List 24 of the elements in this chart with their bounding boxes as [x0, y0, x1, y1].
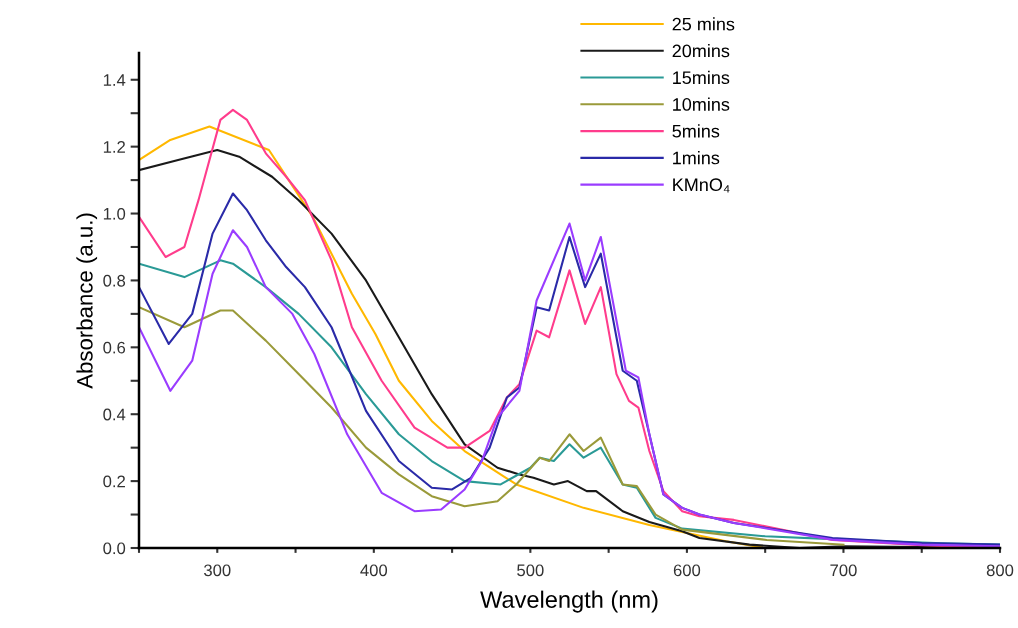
legend-label: 15mins	[673, 70, 730, 85]
x-tick-label: 800	[986, 564, 1014, 577]
y-tick-label: 1.0	[103, 207, 126, 220]
y-tick-label: 0.2	[103, 475, 125, 488]
x-tick-label: 400	[360, 564, 388, 577]
x-tick-label: 600	[673, 564, 701, 577]
legend-label: 10mins	[673, 97, 730, 111]
x-tick-label: 300	[204, 564, 231, 577]
y-tick-label: 0.0	[103, 542, 126, 555]
x-tick-label: 700	[830, 564, 857, 577]
y-tick-label: 0.8	[103, 274, 126, 287]
y-tick-label: 0.6	[103, 341, 126, 354]
line-series	[139, 306, 845, 546]
legend-label: 1mins	[673, 151, 720, 165]
legend-label: KMnO₄	[673, 178, 730, 193]
x-axis-title: Wavelength (nm)	[480, 590, 658, 613]
y-tick-label: 1.4	[103, 74, 126, 86]
legend-label: 5mins	[672, 124, 720, 138]
legend-label: 20mins	[672, 44, 730, 58]
y-tick-label: 1.2	[103, 141, 125, 153]
x-tick-label: 500	[517, 564, 544, 577]
y-tick-label: 0.4	[103, 408, 126, 421]
legend-label: 25 mins	[672, 17, 735, 31]
y-axis-title: Absorbance (a.u.)	[76, 213, 98, 389]
